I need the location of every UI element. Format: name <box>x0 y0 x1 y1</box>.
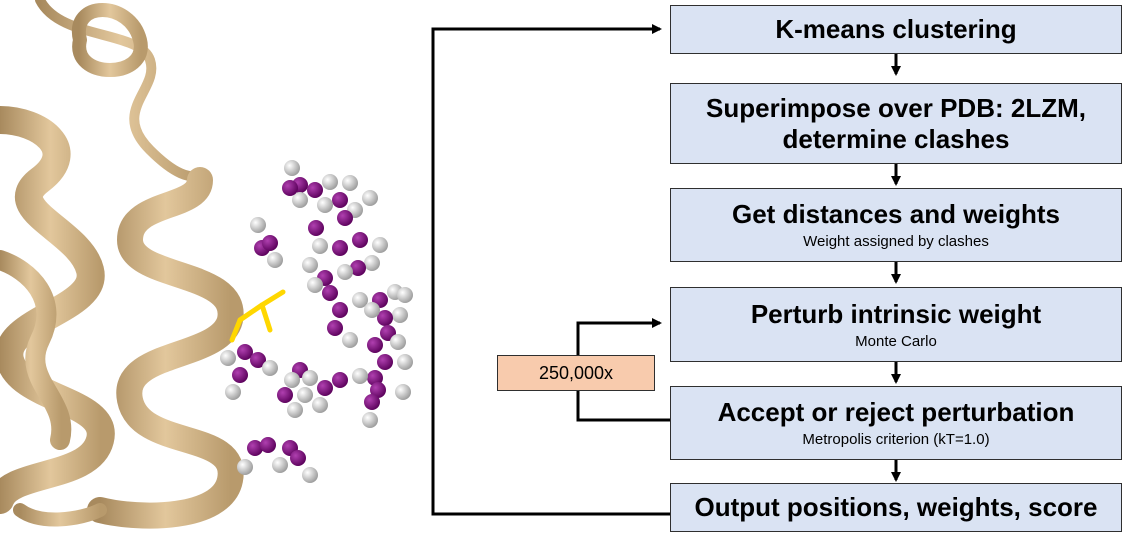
spin-label-sphere-purple <box>352 232 368 248</box>
spin-label-sphere-purple <box>377 310 393 326</box>
feedback-loop-arrow <box>431 24 670 516</box>
spin-label-sphere-white <box>302 370 318 386</box>
step-title: Output positions, weights, score <box>694 492 1098 522</box>
step-perturb-weight: Perturb intrinsic weight Monte Carlo <box>670 287 1122 362</box>
spin-label-sphere-white <box>372 237 388 253</box>
step-subtitle: Metropolis criterion (kT=1.0) <box>802 431 990 448</box>
spin-label-sphere-purple <box>327 320 343 336</box>
spin-label-sphere-white <box>352 292 368 308</box>
spin-label-sphere-white <box>352 368 368 384</box>
spin-label-sphere-white <box>337 264 353 280</box>
spin-label-sphere-white <box>364 255 380 271</box>
spin-label-sphere-purple <box>237 344 253 360</box>
spin-label-sphere-white <box>237 459 253 475</box>
spin-label-sphere-purple <box>232 367 248 383</box>
spin-label-sphere-purple <box>332 302 348 318</box>
spin-label-sphere-white <box>317 197 333 213</box>
spin-label-sphere-purple <box>337 210 353 226</box>
spin-label-sphere-white <box>392 307 408 323</box>
step-title: Accept or reject perturbation <box>717 397 1075 427</box>
spin-label-sphere-purple <box>367 370 383 386</box>
spin-label-sphere-purple <box>308 220 324 236</box>
spin-label-sphere-white <box>272 457 288 473</box>
spin-label-sphere-purple <box>332 192 348 208</box>
step-subtitle: Monte Carlo <box>855 332 937 350</box>
spin-label-sphere-purple <box>370 382 386 398</box>
step-title: Get distances and weights <box>732 199 1060 229</box>
spin-label-sphere-purple <box>260 437 276 453</box>
spin-label-sphere-purple <box>262 235 278 251</box>
step-title-line-1: Superimpose over PDB: 2LZM, <box>706 92 1086 123</box>
spin-label-sphere-white <box>362 190 378 206</box>
iteration-count-badge: 250,000x <box>497 355 655 391</box>
spin-label-sphere-white <box>307 277 323 293</box>
step-title: Perturb intrinsic weight <box>750 298 1042 329</box>
protein-structure-render <box>0 0 413 529</box>
spin-label-sphere-white <box>225 384 241 400</box>
spin-label-sphere-white <box>312 238 328 254</box>
protein-ribbon <box>0 0 244 529</box>
spin-label-sphere-white <box>284 372 300 388</box>
spin-label-sphere-purple <box>277 387 293 403</box>
spin-label-sphere-white <box>297 387 313 403</box>
step-title: K-means clustering <box>775 14 1017 44</box>
spin-label-sphere-white <box>342 175 358 191</box>
step-accept-reject: Accept or reject perturbation Metropolis… <box>670 386 1122 460</box>
spin-label-sphere-white <box>322 174 338 190</box>
spin-label-sphere-purple <box>350 260 366 276</box>
spin-label-cloud <box>220 160 413 483</box>
step-distances-weights: Get distances and weights Weight assigne… <box>670 188 1122 262</box>
spin-label-sphere-white <box>287 402 303 418</box>
spin-label-sphere-purple <box>364 394 380 410</box>
spin-label-sphere-purple <box>367 337 383 353</box>
spin-label-sphere-purple <box>282 180 298 196</box>
step-superimpose: Superimpose over PDB: 2LZM, determine cl… <box>670 83 1122 164</box>
step-title-line-2: determine clashes <box>782 123 1010 154</box>
step-subtitle: Weight assigned by clashes <box>803 233 989 250</box>
spin-label-sphere-white <box>284 160 300 176</box>
spin-label-sphere-white <box>292 192 308 208</box>
spin-label-sphere-purple <box>332 372 348 388</box>
spin-label-sphere-white <box>342 332 358 348</box>
spin-label-sphere-purple <box>250 352 266 368</box>
spin-label-sphere-white <box>362 412 378 428</box>
spin-label-sphere-white <box>267 252 283 268</box>
spin-label-sphere-purple <box>377 354 393 370</box>
spin-label-sphere-white <box>250 217 266 233</box>
spin-label-sphere-white <box>302 257 318 273</box>
spin-label-sphere-white <box>397 354 413 370</box>
spin-label-sphere-white <box>302 467 318 483</box>
spin-label-sphere-purple <box>290 450 306 466</box>
spin-label-sphere-white <box>390 334 406 350</box>
side-chain <box>229 289 286 343</box>
spin-label-sphere-white <box>220 350 236 366</box>
spin-label-sphere-purple <box>247 440 263 456</box>
step-output: Output positions, weights, score <box>670 483 1122 532</box>
spin-label-sphere-purple <box>322 285 338 301</box>
spin-label-sphere-purple <box>307 182 323 198</box>
spin-label-sphere-white <box>364 302 380 318</box>
step-kmeans-clustering: K-means clustering <box>670 5 1122 54</box>
spin-label-sphere-purple <box>332 240 348 256</box>
spin-label-sphere-purple <box>317 380 333 396</box>
spin-label-sphere-white <box>262 360 278 376</box>
spin-label-sphere-white <box>312 397 328 413</box>
spin-label-sphere-white <box>397 287 413 303</box>
spin-label-sphere-white <box>395 384 411 400</box>
